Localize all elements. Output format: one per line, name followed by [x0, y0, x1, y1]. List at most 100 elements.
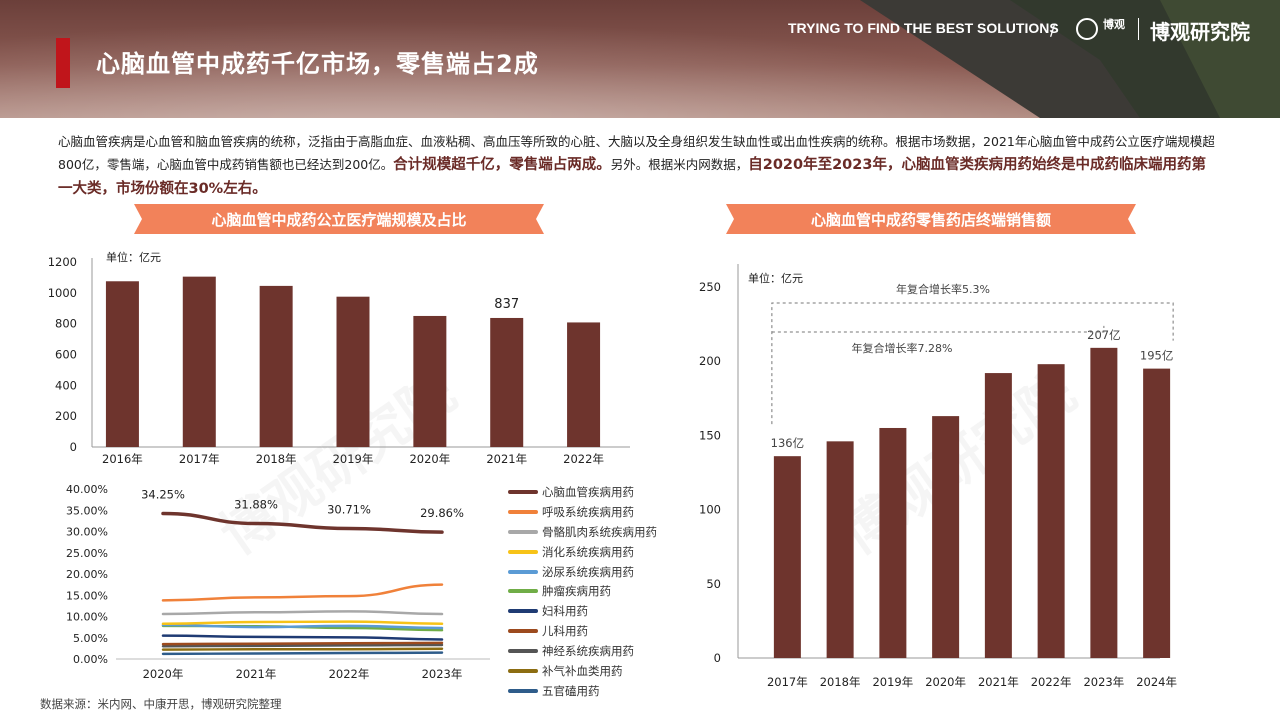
- header-slash: /: [1050, 20, 1056, 39]
- retail-bar: [932, 416, 960, 658]
- share-y-tick: 35.00%: [66, 504, 108, 517]
- legend-item: 神经系统疾病用药: [508, 641, 688, 661]
- retail-data-label: 207亿: [1087, 328, 1120, 342]
- data-source-note: 数据来源：米内网、中康开思，博观研究院整理: [40, 697, 282, 711]
- share-series-line: [161, 610, 444, 616]
- cagr-bracket-overall: [771, 302, 1174, 425]
- share-y-tick: 20.00%: [66, 568, 108, 581]
- legend-label: 肿瘤疾病用药: [542, 584, 611, 599]
- intro-paragraph: 心脑血管疾病是心血管和脑血管疾病的统称，泛指由于高脂血症、血液粘稠、高血压等所致…: [58, 130, 1218, 201]
- share-series-line: [161, 620, 444, 625]
- hospital-x-tick: 2018年: [256, 452, 297, 466]
- legend-label: 神经系统疾病用药: [542, 644, 634, 659]
- logo-mini-text: 博观: [1103, 18, 1125, 31]
- legend-swatch: [508, 529, 538, 534]
- hospital-data-label: 837: [494, 297, 519, 312]
- retail-y-tick: 0: [714, 651, 721, 665]
- share-series-line: [161, 511, 444, 534]
- logo-divider: [1138, 18, 1139, 40]
- legend-swatch: [508, 629, 538, 634]
- share-x-tick: 2020年: [143, 667, 184, 681]
- hospital-bar: [259, 285, 293, 447]
- share-y-tick: 10.00%: [66, 611, 108, 624]
- legend-label: 泌尿系统疾病用药: [542, 564, 634, 579]
- share-y-tick: 0.00%: [73, 653, 108, 666]
- legend-swatch: [508, 509, 538, 514]
- legend-item: 儿科用药: [508, 621, 688, 641]
- legend-swatch: [508, 688, 538, 693]
- ribbon-retail-chart: 心脑血管中成药零售药店终端销售额: [726, 204, 1136, 234]
- retail-bar: [1090, 347, 1118, 658]
- legend-label: 五官磕用药: [542, 683, 600, 698]
- share-series-line: [161, 643, 444, 648]
- hospital-y-tick: 600: [55, 348, 77, 362]
- hospital-x-tick: 2016年: [102, 452, 143, 466]
- intro-text-2: 另外。根据米内网数据，: [610, 157, 749, 172]
- intro-text-1: 心脑血管疾病是心血管和脑血管疾病的统称，泛指由于高脂血症、血液粘稠、高血压等所致…: [58, 134, 1215, 172]
- retail-x-tick: 2021年: [978, 675, 1019, 689]
- legend-swatch: [508, 609, 538, 614]
- share-line-chart: 0.00% 5.00% 10.00% 15.00% 20.00% 25.00% 30.00%…: [66, 483, 490, 681]
- share-series-line: [161, 647, 444, 651]
- share-y-tick: 40.00%: [66, 483, 108, 496]
- share-data-label: 31.88%: [234, 498, 278, 512]
- brand-name: 博观研究院: [1150, 20, 1250, 44]
- retail-bar-chart: 单位：亿元 0 50 100 150 200 250 2017年 136亿 2018年 2019年 2…: [699, 264, 1177, 689]
- share-y-tick: 25.00%: [66, 547, 108, 560]
- legend-label: 呼吸系统疾病用药: [542, 504, 634, 519]
- ribbon-hospital-chart: 心脑血管中成药公立医疗端规模及占比: [134, 204, 544, 234]
- retail-x-tick: 2020年: [925, 675, 966, 689]
- share-series-line: [161, 634, 444, 641]
- legend-swatch: [508, 589, 538, 594]
- share-x-tick: 2021年: [236, 667, 277, 681]
- hospital-y-tick: 400: [55, 378, 77, 392]
- retail-unit-label: 单位：亿元: [748, 271, 803, 285]
- retail-bar: [879, 427, 907, 658]
- retail-y-tick: 150: [699, 428, 721, 442]
- share-chart-legend: 心脑血管疾病用药呼吸系统疾病用药骨骼肌肉系统疾病用药消化系统疾病用药泌尿系统疾病…: [508, 482, 688, 701]
- hospital-x-tick: 2021年: [486, 452, 527, 466]
- intro-highlight-1: 合计规模超千亿，零售端占两成。: [393, 157, 611, 173]
- hospital-bar: [567, 322, 601, 447]
- legend-swatch: [508, 549, 538, 554]
- share-series-line: [161, 641, 444, 646]
- legend-swatch: [508, 668, 538, 673]
- page-title: 心脑血管中成药千亿市场，零售端占2成: [96, 50, 539, 78]
- legend-swatch: [508, 569, 538, 574]
- retail-bar: [984, 373, 1012, 658]
- share-y-tick: 5.00%: [73, 632, 108, 645]
- hospital-x-tick: 2022年: [563, 452, 604, 466]
- hospital-bar-chart: 单位：亿元 0 200 400 600 800 1000 1200 2016年 2017年 2018…: [48, 250, 630, 466]
- retail-bar: [1037, 364, 1065, 658]
- retail-x-tick: 2023年: [1083, 675, 1124, 689]
- share-series-line: [161, 583, 444, 602]
- hospital-bar: [413, 315, 447, 447]
- header-tagline: TRYING TO FIND THE BEST SOLUTIONS: [788, 20, 1059, 36]
- legend-item: 心脑血管疾病用药: [508, 482, 688, 502]
- retail-y-tick: 100: [699, 503, 721, 517]
- share-data-label: 30.71%: [327, 502, 371, 516]
- cagr-label-to-2023: 年复合增长率7.28%: [852, 341, 953, 355]
- retail-x-tick: 2018年: [820, 675, 861, 689]
- legend-swatch: [508, 649, 538, 654]
- retail-x-tick: 2022年: [1031, 675, 1072, 689]
- share-series-line: [161, 623, 444, 630]
- legend-item: 消化系统疾病用药: [508, 542, 688, 562]
- legend-label: 骨骼肌肉系统疾病用药: [542, 524, 657, 539]
- hospital-x-tick: 2020年: [409, 452, 450, 466]
- legend-label: 补气补血类用药: [542, 663, 623, 678]
- retail-x-tick: 2017年: [767, 675, 808, 689]
- retail-data-label: 136亿: [771, 436, 804, 450]
- hospital-bar: [182, 276, 216, 447]
- retail-x-tick: 2019年: [872, 675, 913, 689]
- hospital-x-tick: 2017年: [179, 452, 220, 466]
- legend-item: 骨骼肌肉系统疾病用药: [508, 522, 688, 542]
- share-x-tick: 2022年: [329, 667, 370, 681]
- legend-item: 呼吸系统疾病用药: [508, 502, 688, 522]
- retail-y-tick: 250: [699, 280, 721, 294]
- retail-data-label: 195亿: [1140, 349, 1173, 363]
- retail-y-tick: 50: [706, 577, 721, 591]
- hospital-y-tick: 1200: [48, 255, 77, 269]
- hospital-y-tick: 1000: [48, 286, 77, 300]
- header-banner: 心脑血管中成药千亿市场，零售端占2成 TRYING TO FIND THE BE…: [0, 0, 1280, 118]
